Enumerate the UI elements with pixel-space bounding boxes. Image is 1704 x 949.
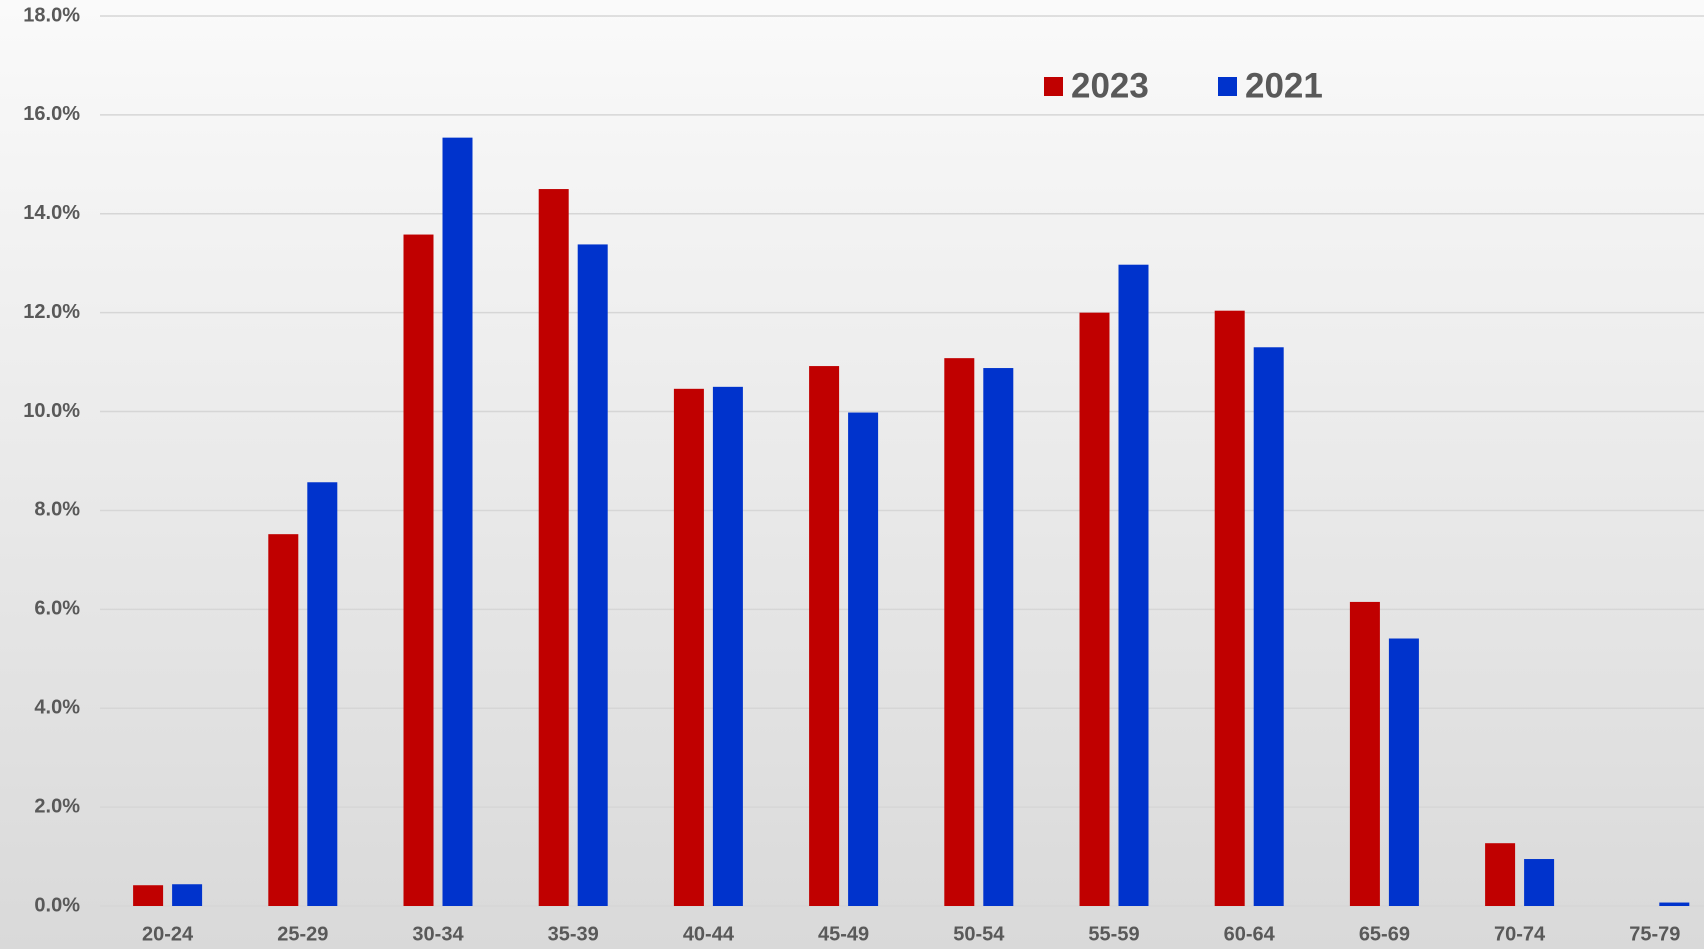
bar (403, 234, 434, 907)
x-tick-label: 45-49 (818, 923, 869, 945)
x-tick-label: 55-59 (1088, 923, 1139, 945)
x-tick-label: 65-69 (1359, 923, 1410, 945)
y-tick-label: 2.0% (34, 795, 80, 817)
bar (1524, 859, 1555, 906)
bar (1253, 347, 1284, 906)
x-tick-label: 20-24 (142, 923, 194, 945)
bar (983, 368, 1014, 906)
y-tick-label: 6.0% (34, 598, 80, 620)
bar (577, 244, 608, 906)
bar (1388, 638, 1419, 906)
bar (1214, 310, 1245, 906)
bar (1659, 902, 1690, 906)
x-tick-label: 30-34 (412, 923, 464, 945)
bar (442, 137, 473, 907)
bar (133, 885, 164, 906)
bar (172, 884, 203, 906)
x-tick-label: 60-64 (1224, 923, 1276, 945)
bar (848, 412, 879, 906)
y-tick-label: 0.0% (34, 894, 80, 916)
bar (268, 534, 299, 906)
y-tick-label: 10.0% (23, 400, 80, 422)
bar (944, 358, 975, 907)
legend-swatch (1218, 77, 1237, 96)
x-tick-label: 35-39 (548, 923, 599, 945)
bar (809, 366, 840, 907)
legend-label: 2023 (1071, 66, 1149, 105)
x-tick-label: 25-29 (277, 923, 328, 945)
y-tick-label: 16.0% (23, 103, 80, 125)
x-tick-label: 50-54 (953, 923, 1005, 945)
x-tick-label: 70-74 (1494, 923, 1546, 945)
bar (1118, 264, 1149, 906)
bar (538, 189, 569, 907)
bar (307, 482, 338, 906)
bar (712, 386, 743, 906)
y-tick-label: 12.0% (23, 301, 80, 323)
y-tick-label: 4.0% (34, 697, 80, 719)
legend-label: 2021 (1245, 66, 1323, 105)
y-tick-label: 14.0% (23, 202, 80, 224)
bar (1079, 312, 1110, 907)
bar (673, 388, 704, 906)
y-tick-label: 18.0% (23, 4, 80, 26)
bar (1349, 601, 1380, 906)
bar (1485, 843, 1516, 906)
x-tick-label: 40-44 (683, 923, 735, 945)
x-tick-label: 75-79 (1629, 923, 1680, 945)
y-tick-label: 8.0% (34, 499, 80, 521)
legend-swatch (1044, 77, 1063, 96)
